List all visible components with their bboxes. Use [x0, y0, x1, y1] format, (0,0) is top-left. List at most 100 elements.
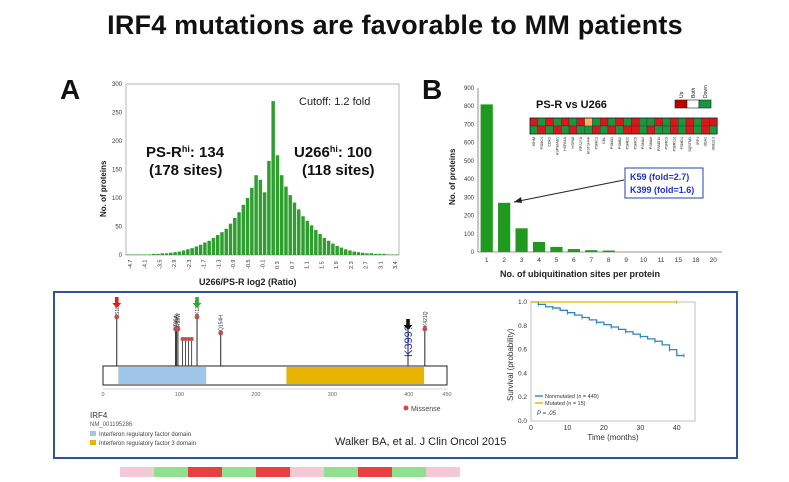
b-xtick-label: 3	[520, 257, 524, 264]
heatmap-legend: Up Both Down	[674, 85, 712, 109]
survival-plot: 0.0 0.2 0.4 0.6 0.8 1.0 0 10 20 30 40 Survival (pro…	[506, 299, 696, 442]
panel-a-histogram: -4.7 -4.1 -3.5 -2.9 -2.3 -1.7 -1.3 -0.9 -0.5 -0.1…	[84, 72, 414, 292]
a-ytick-label: 50	[115, 225, 122, 231]
mutation-head	[175, 326, 181, 332]
a-bar	[224, 228, 228, 255]
u266-count-label: U266hi: 100	[294, 144, 372, 161]
b-bar	[532, 241, 546, 252]
heatmap-gene-label: HSP90AB1	[555, 137, 559, 155]
a-xtick-label: 1.1	[305, 261, 311, 269]
a-bar	[130, 254, 135, 255]
heatmap-legend-label: Down	[703, 85, 709, 98]
a-bar	[254, 175, 258, 255]
a-bar	[134, 254, 139, 255]
a-bar	[356, 252, 361, 255]
heatmap-cell	[537, 117, 546, 127]
heatmap-gene-label: PSMC4	[540, 137, 544, 149]
a-bar	[395, 254, 399, 255]
a-bar	[352, 251, 356, 255]
panel-c-irf4-figure: S18R T95A D96N R98W K123R Q154H K399? K421Q 0 100…	[53, 291, 738, 459]
protein-axis-tick: 0	[101, 392, 104, 398]
mutation-label: Q154H	[219, 315, 225, 331]
heatmap-cell	[607, 117, 616, 127]
survival-ytick-label: 0.8	[518, 323, 527, 330]
a-bar	[215, 235, 220, 255]
heatmap-gene-label: UBE2L3	[711, 137, 715, 150]
a-xlabel: U266/PS-R log2 (Ratio)	[199, 277, 297, 287]
a-bar	[378, 253, 382, 255]
domain2-legend-swatch	[90, 440, 96, 445]
heatmap-gene-label: PSMD11	[657, 137, 661, 151]
a-bar	[147, 254, 152, 255]
b-ytick-label: 900	[464, 86, 475, 92]
strip-cell	[426, 467, 460, 477]
survival-ytick-label: 0.2	[518, 394, 527, 401]
heatmap-cell	[607, 125, 616, 135]
annotation-arrow	[513, 179, 625, 203]
strip-cell	[392, 467, 426, 477]
strip-cell	[188, 467, 222, 477]
a-xtick-label: 2.3	[349, 261, 355, 269]
a-ytick-label: 0	[119, 253, 123, 259]
a-xtick-label: 3.4	[393, 261, 399, 269]
survival-frame	[530, 301, 696, 422]
a-bar	[169, 252, 173, 255]
domain1-legend-swatch	[90, 431, 96, 436]
strip-cell	[120, 467, 154, 477]
a-bar	[361, 252, 365, 255]
b-xtick-label: 8	[607, 257, 611, 264]
domain1-block	[118, 367, 207, 384]
b-ytick-label: 0	[471, 250, 475, 256]
a-bar	[211, 237, 216, 255]
a-bar	[369, 253, 374, 255]
a-bar	[348, 250, 352, 255]
survival-ylabel: Survival (probability)	[506, 328, 515, 401]
a-bar	[305, 220, 310, 255]
heatmap-cell	[678, 125, 687, 135]
psr-sites-label: (178 sites)	[149, 162, 222, 179]
heatmap-cell	[545, 125, 554, 135]
cutoff-label: Cutoff: 1.2 fold	[299, 96, 370, 108]
b-ytick-label: 500	[464, 159, 475, 165]
heatmap-gene-label: PSMC2	[594, 137, 598, 149]
mutation-head	[180, 337, 185, 341]
a-xtick-label: 3.1	[378, 261, 384, 269]
a-plot-frame	[125, 83, 400, 256]
heatmap-gene-label: PSMC5	[633, 137, 637, 149]
heatmap-cell	[631, 117, 640, 127]
a-xtick-label: -2.9	[172, 260, 178, 269]
strip-cell	[324, 467, 358, 477]
survival-xtick-label: 40	[673, 425, 681, 432]
b-xtick-label: 2	[502, 257, 506, 264]
domain2-legend: Interferon regulatory factor 3 domain	[99, 441, 196, 447]
strip-cell	[290, 467, 324, 477]
heatmap-gene-label: IRF4	[696, 137, 700, 145]
a-xtick-label: 2.7	[364, 261, 370, 269]
mutation-head	[114, 314, 120, 320]
heatmap-cell	[654, 125, 663, 135]
heatmap-cell	[701, 125, 710, 135]
heatmap-gene-label: PSMD2	[626, 137, 630, 149]
survival-line-nonmutated	[531, 301, 685, 357]
heatmap-legend-swatch	[674, 99, 688, 109]
a-bar	[326, 240, 331, 255]
survival-xlabel: Time (months)	[587, 433, 639, 442]
a-bar	[297, 209, 301, 255]
b-bar	[567, 249, 580, 252]
strip-cell	[256, 467, 290, 477]
a-bar	[267, 160, 271, 255]
a-xtick-label: -1.7	[202, 260, 208, 269]
a-bar	[271, 101, 275, 255]
mutation-arrow-head	[403, 325, 413, 330]
heatmap-gene-label: PSMA6	[649, 137, 653, 149]
a-bar	[126, 254, 130, 255]
heatmap-cell	[670, 125, 679, 135]
heatmap-cell	[553, 125, 562, 135]
a-ylabel: No. of proteins	[99, 160, 108, 217]
a-bar	[339, 247, 344, 255]
heatmap-cell	[561, 125, 570, 135]
heatmap-cell	[662, 117, 671, 127]
b-xtick-label: 7	[589, 257, 593, 264]
a-bar	[373, 253, 378, 255]
